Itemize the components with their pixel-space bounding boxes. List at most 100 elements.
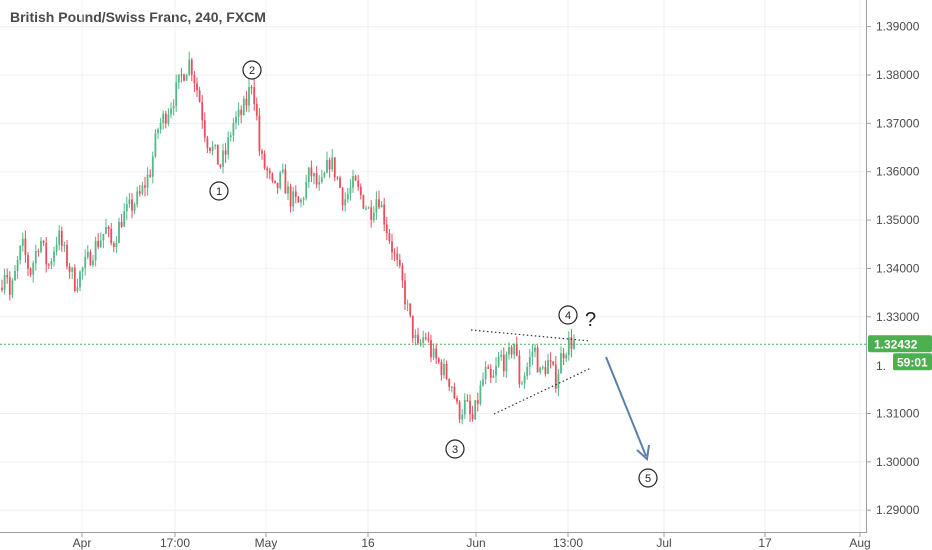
candle-body bbox=[398, 259, 401, 266]
candle-body bbox=[284, 169, 287, 194]
candle-body bbox=[528, 356, 531, 367]
candle-body bbox=[515, 343, 518, 356]
candle-body bbox=[502, 354, 505, 372]
candle-body bbox=[430, 340, 432, 358]
projection-arrow-line bbox=[605, 356, 647, 457]
candle-body bbox=[469, 400, 471, 415]
candle-body bbox=[245, 98, 248, 106]
candle-body bbox=[162, 113, 165, 124]
countdown-label: 59:01 bbox=[897, 355, 928, 369]
candle-body bbox=[177, 74, 180, 83]
candle-body bbox=[53, 251, 55, 262]
candle-body bbox=[531, 351, 534, 357]
grid-lines bbox=[0, 0, 866, 532]
candle-body bbox=[302, 198, 305, 200]
candle-body bbox=[203, 120, 206, 138]
time-axis-bg bbox=[0, 532, 866, 550]
candle-body bbox=[138, 191, 141, 194]
candle-body bbox=[536, 347, 539, 373]
candle-body bbox=[567, 337, 570, 356]
candle-body bbox=[27, 254, 29, 269]
candle-body bbox=[456, 398, 458, 402]
candle-body bbox=[396, 253, 399, 260]
candle-body bbox=[489, 368, 492, 378]
candle-body bbox=[47, 264, 50, 266]
candle-body bbox=[388, 232, 391, 242]
candle-body bbox=[547, 360, 549, 374]
candle-body bbox=[227, 137, 230, 155]
candle-body bbox=[414, 334, 417, 338]
candle-body bbox=[190, 59, 193, 76]
candle-body bbox=[523, 376, 526, 384]
last-price-label: 1.32432 bbox=[874, 337, 918, 351]
candle-body bbox=[534, 347, 536, 352]
candle-body bbox=[406, 303, 409, 305]
candle-body bbox=[554, 364, 557, 389]
candle-body bbox=[372, 212, 375, 221]
candle-body bbox=[463, 400, 466, 415]
candle-body bbox=[411, 315, 414, 338]
candle-body bbox=[495, 365, 497, 376]
candle-body bbox=[471, 414, 474, 420]
candle-body bbox=[99, 240, 102, 248]
candle-body bbox=[107, 226, 110, 229]
candle-body bbox=[333, 157, 336, 178]
candle-body bbox=[339, 177, 341, 188]
price-tick-label: 1.35000 bbox=[876, 213, 920, 227]
wave-label-2: 2 bbox=[249, 65, 255, 77]
candle-body bbox=[253, 87, 256, 104]
price-tick-label: 1.34000 bbox=[876, 261, 920, 275]
candle-body bbox=[123, 211, 126, 227]
candle-body bbox=[136, 191, 139, 205]
candle-body bbox=[268, 170, 271, 174]
candle-body bbox=[435, 348, 438, 359]
candle-body bbox=[3, 275, 6, 290]
candle-body bbox=[89, 251, 92, 266]
candle-body bbox=[271, 173, 274, 181]
candle-body bbox=[219, 164, 222, 167]
candle-body bbox=[263, 153, 266, 169]
candle-body bbox=[336, 177, 339, 179]
wave-label-circle bbox=[209, 181, 229, 201]
candle-body bbox=[167, 114, 170, 124]
candle-body bbox=[8, 277, 11, 295]
candle-body bbox=[305, 181, 308, 199]
candle-body bbox=[508, 347, 510, 355]
candle-body bbox=[289, 186, 292, 207]
candle-body bbox=[118, 221, 120, 243]
wave-label-3: 3 bbox=[452, 444, 458, 456]
drawings: 1 2 3 4 5? bbox=[0, 60, 866, 488]
candle-body bbox=[240, 109, 243, 115]
candle-body bbox=[185, 74, 188, 81]
candle-body bbox=[248, 87, 250, 106]
candle-body bbox=[391, 241, 393, 253]
candle-body bbox=[196, 83, 198, 91]
candle-body bbox=[232, 123, 235, 136]
candle-body bbox=[492, 375, 495, 378]
candle-body bbox=[443, 363, 445, 376]
candle-body bbox=[313, 173, 315, 177]
candle-body bbox=[55, 244, 58, 252]
price-tick-label: 1.36000 bbox=[876, 165, 920, 179]
time-tick-label: Jun bbox=[466, 536, 485, 550]
time-tick-label: 13:00 bbox=[553, 536, 583, 550]
candle-body bbox=[401, 265, 404, 281]
candle-body bbox=[50, 261, 53, 266]
candle-body bbox=[287, 186, 289, 194]
candle-body bbox=[300, 199, 302, 203]
candle-body bbox=[151, 156, 154, 177]
candle-body bbox=[266, 168, 269, 171]
candle-body bbox=[354, 176, 357, 181]
candles bbox=[1, 51, 575, 425]
candle-body bbox=[344, 199, 347, 206]
projection-arrow-head bbox=[636, 444, 650, 461]
candle-body bbox=[448, 378, 451, 387]
candle-body bbox=[29, 268, 32, 275]
candle-body bbox=[58, 230, 61, 245]
candle-body bbox=[198, 90, 201, 102]
wave-label-circle bbox=[242, 60, 262, 80]
candle-body bbox=[487, 367, 490, 369]
wave-label-4: 4 bbox=[565, 310, 571, 322]
candle-body bbox=[521, 383, 523, 385]
